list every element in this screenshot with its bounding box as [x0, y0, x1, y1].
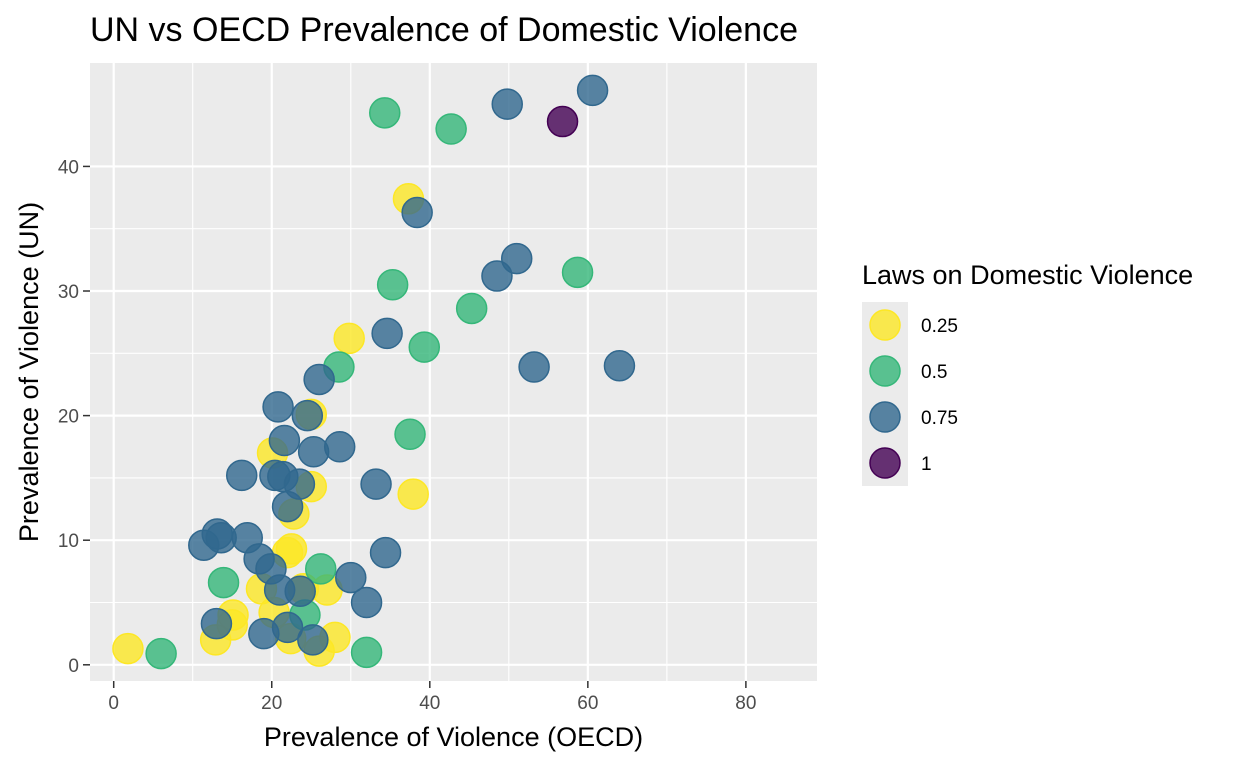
- data-point: [350, 636, 383, 669]
- data-point: [303, 363, 335, 396]
- data-point: [268, 424, 301, 457]
- data-point: [271, 490, 304, 523]
- data-point: [225, 459, 258, 492]
- y-axis-title: Prevalence of Violence (UN): [14, 202, 44, 542]
- legend-label: 0.5: [921, 362, 947, 383]
- legend-swatch: [869, 401, 901, 433]
- legend-items: 0.25 0.5 0.75 1: [862, 302, 958, 486]
- axis-ticks: [83, 165, 747, 688]
- legend-label: 0.25: [921, 316, 958, 337]
- legend-swatch: [869, 355, 901, 387]
- data-point: [369, 97, 401, 129]
- data-point: [350, 586, 383, 619]
- data-point: [200, 607, 233, 640]
- legend-swatch: [869, 309, 901, 341]
- y-tick-label: 20: [58, 407, 79, 428]
- data-point: [304, 553, 337, 585]
- data-point: [333, 322, 365, 355]
- x-tick-label: 20: [261, 693, 282, 714]
- data-point: [262, 391, 294, 423]
- legend-swatch: [869, 447, 901, 479]
- data-point: [401, 196, 433, 229]
- x-axis-title: Prevalence of Violence (OECD): [264, 722, 643, 752]
- axis-tick-labels: 0 20 40 60 80 0 10 20 30 40: [58, 157, 757, 714]
- data-point: [455, 292, 488, 325]
- data-point: [394, 418, 426, 451]
- data-point: [335, 561, 367, 594]
- x-tick-label: 80: [735, 693, 756, 714]
- data-point: [408, 331, 441, 363]
- data-point: [112, 632, 144, 665]
- data-point: [500, 242, 533, 275]
- y-tick-label: 30: [58, 282, 79, 303]
- data-point: [145, 637, 177, 670]
- data-point: [323, 431, 356, 463]
- data-point: [561, 256, 594, 289]
- data-point: [297, 624, 329, 656]
- data-point: [546, 105, 579, 138]
- data-point: [518, 351, 550, 383]
- legend-title: Laws on Domestic Violence: [862, 260, 1193, 290]
- data-point: [397, 478, 429, 510]
- x-tick-label: 60: [577, 693, 598, 714]
- data-point: [297, 435, 330, 468]
- data-point: [360, 468, 392, 500]
- x-tick-label: 40: [419, 693, 440, 714]
- data-point: [275, 533, 308, 565]
- data-point: [491, 88, 523, 120]
- legend-label: 1: [921, 454, 932, 475]
- data-points: [112, 74, 636, 670]
- data-point: [291, 399, 324, 432]
- data-point: [576, 74, 609, 107]
- x-tick-label: 0: [108, 693, 119, 714]
- data-point: [481, 260, 513, 292]
- plot-panel: [90, 63, 817, 681]
- chart-title: UN vs OECD Prevalence of Domestic Violen…: [90, 11, 798, 49]
- data-point: [369, 536, 402, 569]
- data-point: [284, 575, 316, 608]
- data-point: [207, 566, 240, 599]
- y-tick-label: 40: [58, 157, 79, 178]
- data-point: [603, 350, 636, 382]
- y-tick-label: 10: [58, 531, 79, 552]
- y-tick-label: 0: [68, 656, 79, 677]
- legend: Laws on Domestic Violence 0.25 0.5 0.75 1: [862, 260, 1193, 486]
- data-point: [435, 113, 467, 145]
- data-point: [271, 611, 304, 644]
- data-point: [376, 269, 409, 301]
- data-point: [371, 317, 403, 350]
- legend-label: 0.75: [921, 408, 958, 429]
